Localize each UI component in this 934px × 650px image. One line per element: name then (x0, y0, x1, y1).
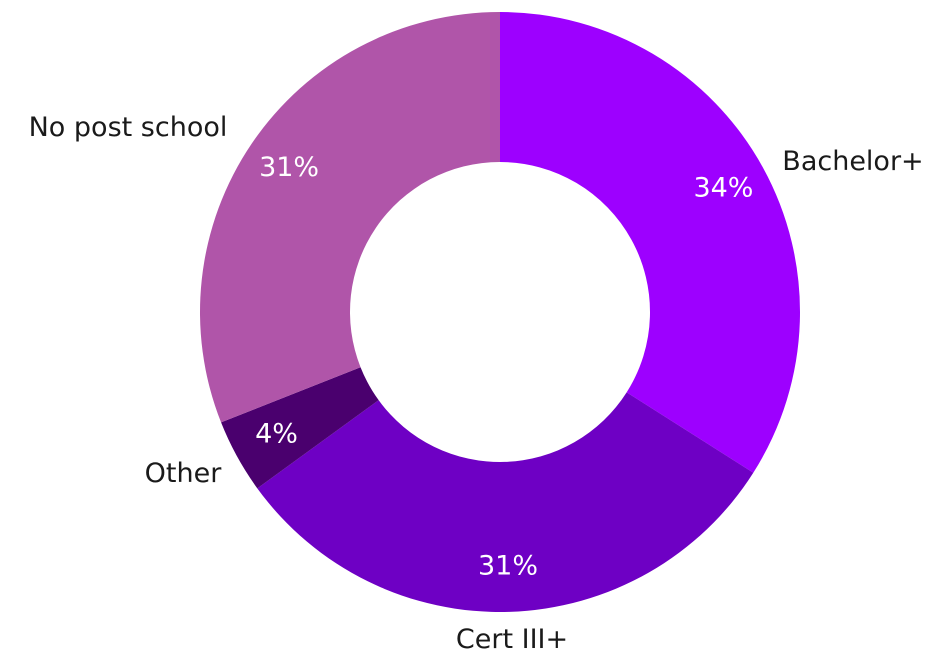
slice-other (221, 367, 379, 489)
category-label-no-post-school: No post school (29, 112, 228, 143)
category-label-bachelor: Bachelor+ (782, 146, 923, 177)
percent-labels: 34% 31% 4% 31% (255, 152, 753, 581)
slice-no-post-school (199, 12, 500, 423)
percent-label-cert-iii: 31% (478, 550, 538, 581)
slice-cert-iii (257, 392, 754, 612)
slice-bachelor (500, 12, 800, 473)
donut-slices (199, 12, 800, 612)
category-labels: Bachelor+ Cert III+ Other No post school (29, 112, 924, 650)
percent-label-other: 4% (255, 418, 298, 449)
category-label-cert-iii: Cert III+ (456, 624, 568, 650)
percent-label-no-post-school: 31% (259, 152, 319, 183)
category-label-other: Other (145, 458, 223, 489)
percent-label-bachelor: 34% (693, 173, 753, 204)
